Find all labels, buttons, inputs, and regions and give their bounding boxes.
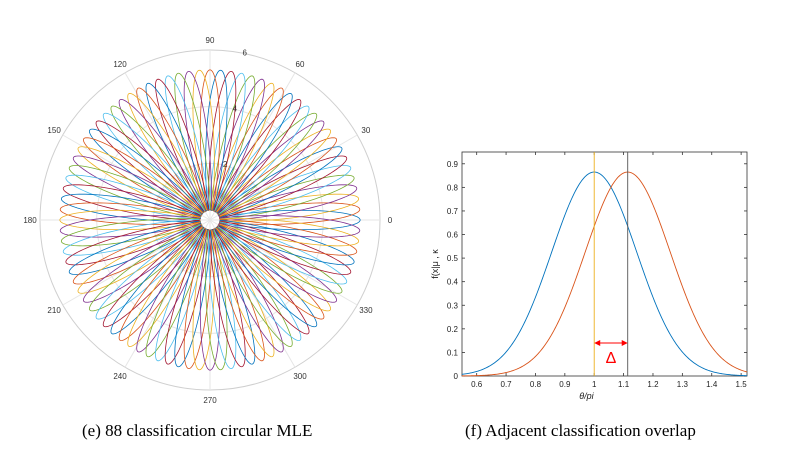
x-tick-label: 0.9 (559, 380, 571, 389)
x-axis-label: θ/pi (579, 391, 594, 401)
x-tick-label: 0.6 (471, 380, 483, 389)
density-line-chart: 0.6 0.7 0.8 0.9 1 1.1 1.2 1.3 1.4 1.5 0 0.1 0.2 0.3 0.… (430, 151, 748, 401)
x-tick-label: 1.5 (736, 380, 748, 389)
polar-angle-tick-label: 240 (113, 372, 127, 381)
polar-angle-tick-label: 60 (296, 60, 305, 69)
x-tick-label: 1.4 (706, 380, 718, 389)
x-tick-label: 1.3 (677, 380, 689, 389)
density-series-line (461, 171, 748, 377)
polar-angle-tick-label: 330 (359, 306, 373, 315)
x-tick-label: 0.8 (530, 380, 542, 389)
x-tick-label: 1 (592, 380, 597, 389)
polar-radial-tick-label: 4 (233, 104, 238, 113)
y-tick-label: 0.8 (447, 183, 459, 192)
y-tick-label: 0.1 (447, 348, 459, 357)
polar-radial-tick-label: 6 (243, 49, 248, 58)
polar-angle-tick-label: 270 (203, 396, 217, 405)
polar-angle-tick-label: 0 (388, 216, 393, 225)
polar-angle-tick-label: 180 (23, 216, 37, 225)
y-tick-label: 0.4 (447, 278, 459, 287)
polar-radial-tick-label: 2 (223, 160, 228, 169)
x-tick-label: 1.2 (647, 380, 659, 389)
density-series-line (461, 171, 748, 377)
plot-area-frame (461, 151, 748, 377)
polar-angle-tick-label: 30 (361, 126, 370, 135)
y-tick-label: 0.7 (447, 207, 459, 216)
y-tick-label: 0.5 (447, 254, 459, 263)
caption-right: (f) Adjacent classification overlap (465, 421, 696, 440)
y-tick-label: 0.9 (447, 160, 459, 169)
polar-angle-tick-label: 120 (113, 60, 127, 69)
polar-angle-tick-label: 210 (47, 306, 61, 315)
polar-chart: 0 30 60 90 120 150 180 210 240 270 300 330 2 4 6 (23, 36, 392, 405)
polar-series-line (217, 215, 361, 238)
caption-left: (e) 88 classification circular MLE (82, 421, 313, 440)
y-tick-label: 0 (454, 372, 459, 381)
polar-angle-tick-label: 150 (47, 126, 61, 135)
delta-arrow-head-left (594, 339, 601, 346)
x-tick-label: 1.1 (618, 380, 630, 389)
polar-angle-tick-label: 90 (206, 36, 215, 45)
x-tick-label: 0.7 (501, 380, 513, 389)
delta-arrow-head-right (621, 339, 628, 346)
delta-label: Δ (606, 350, 617, 367)
y-tick-label: 0.2 (447, 325, 459, 334)
y-tick-label: 0.3 (447, 301, 459, 310)
polar-angle-tick-label: 300 (293, 372, 307, 381)
y-axis-label: f(x|μ , κ (430, 249, 440, 279)
y-tick-label: 0.6 (447, 231, 459, 240)
